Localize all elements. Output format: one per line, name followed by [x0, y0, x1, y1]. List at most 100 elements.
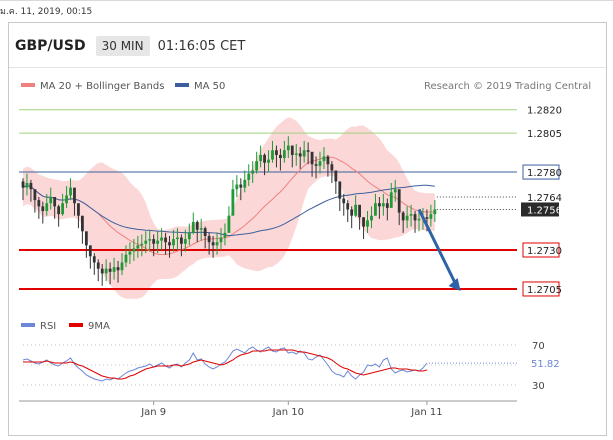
candle-body	[152, 239, 156, 244]
chart-credit: Research © 2019 Trading Central	[424, 81, 591, 92]
ma50-line	[22, 184, 435, 237]
candle-body	[326, 156, 330, 165]
candle-body	[231, 189, 235, 216]
candle-body	[29, 182, 33, 190]
candle-body	[199, 228, 203, 230]
candle-body	[73, 187, 76, 204]
candle-body	[370, 215, 373, 221]
candle-body	[239, 184, 243, 188]
last-price-label: 1.2756	[527, 205, 562, 216]
candle-body	[381, 203, 385, 207]
candle-body	[144, 240, 148, 244]
candle-body	[310, 151, 314, 165]
candle-body	[429, 214, 433, 219]
candle-body	[413, 214, 417, 221]
forecast-arrow-head	[448, 277, 461, 291]
level-label: 1.2805	[527, 129, 562, 140]
level-label: 1.2820	[527, 106, 562, 117]
candle-body	[318, 161, 322, 166]
candle-body	[354, 204, 358, 216]
chart-panel: GBP/USD 30 MIN 01:16:05 CET 1.2820 1.2805…	[8, 22, 607, 436]
legend-ma20-swatch	[21, 83, 35, 87]
legend-ma50-swatch	[175, 83, 189, 87]
candle-body	[282, 150, 286, 159]
timeframe-button[interactable]: 30 MIN	[95, 36, 150, 56]
candle-body	[65, 195, 68, 204]
rsi-tick-label: 30	[532, 381, 545, 392]
candle-body	[116, 267, 120, 271]
candle-body	[235, 184, 239, 190]
candle-body	[378, 203, 381, 207]
level-label: 1.2730	[527, 246, 562, 257]
candle-body	[203, 228, 207, 236]
candle-body	[96, 262, 100, 269]
candle-body	[191, 221, 195, 233]
candle-body	[45, 203, 49, 212]
candle-body	[409, 214, 413, 216]
candle-body	[195, 221, 199, 230]
clock-readout: 01:16:05 CET	[157, 38, 246, 54]
ma-price-label: 1.2764	[527, 193, 562, 204]
candle-body	[88, 245, 92, 257]
legend-9ma-swatch	[69, 323, 83, 327]
candle-body	[41, 206, 45, 212]
candle-body	[223, 232, 227, 238]
legend-9ma-label: 9MA	[88, 321, 110, 332]
candle-body	[104, 268, 108, 274]
candle-body	[160, 237, 163, 241]
top-border	[0, 0, 613, 1]
candle-body	[183, 239, 187, 244]
candle-body	[53, 197, 57, 207]
candle-body	[69, 187, 72, 196]
candle-body	[108, 268, 112, 272]
candle-body	[148, 239, 152, 241]
candle-body	[168, 242, 171, 246]
candle-body	[425, 217, 429, 219]
candle-body	[385, 203, 389, 208]
candle-body	[322, 156, 326, 162]
last-price-tag	[521, 202, 559, 217]
candle-body	[25, 182, 29, 188]
candle-body	[136, 245, 140, 249]
legend-rsi-label: RSI	[40, 321, 56, 332]
level-label: 1.2780	[527, 168, 562, 179]
candle-body	[156, 240, 160, 244]
candle-body	[263, 154, 266, 163]
candle-body	[84, 231, 88, 246]
level-tag-support	[522, 242, 560, 258]
candle-body	[211, 242, 215, 246]
legend-rsi-swatch	[21, 323, 35, 327]
symbol-title: GBP/USD	[15, 38, 86, 54]
candle-body	[433, 209, 437, 215]
candle-body	[338, 181, 342, 199]
level-tag-pivot	[522, 164, 560, 180]
candle-body	[374, 203, 377, 216]
candle-body	[255, 161, 259, 171]
candle-body	[132, 248, 136, 252]
candle-body	[334, 170, 338, 182]
candle-body	[100, 268, 104, 274]
candle-body	[92, 256, 96, 263]
candle-body	[362, 217, 365, 227]
candle-body	[112, 267, 116, 272]
legend-ma20-label: MA 20 + Bollinger Bands	[40, 81, 164, 92]
candle-body	[180, 237, 183, 244]
candle-body	[81, 215, 84, 232]
candle-body	[279, 154, 282, 159]
legend-ma50-label: MA 50	[194, 81, 225, 92]
rsi-last-value: 51.82	[531, 359, 560, 370]
candle-body	[302, 150, 306, 157]
candle-body	[120, 262, 124, 271]
candle-body	[247, 173, 251, 180]
candle-body	[346, 203, 350, 210]
candle-body	[164, 237, 167, 243]
candle-body	[294, 153, 298, 155]
candle-body	[227, 215, 231, 233]
candle-body	[21, 181, 25, 188]
x-tick-label: Jan 9	[140, 407, 166, 418]
candle-body	[49, 197, 53, 204]
candle-body	[271, 150, 274, 160]
forecast-arrow-shaft	[417, 208, 457, 285]
report-timestamp: ม.ค. 11, 2019, 00:15	[0, 7, 93, 17]
candle-body	[172, 239, 175, 246]
